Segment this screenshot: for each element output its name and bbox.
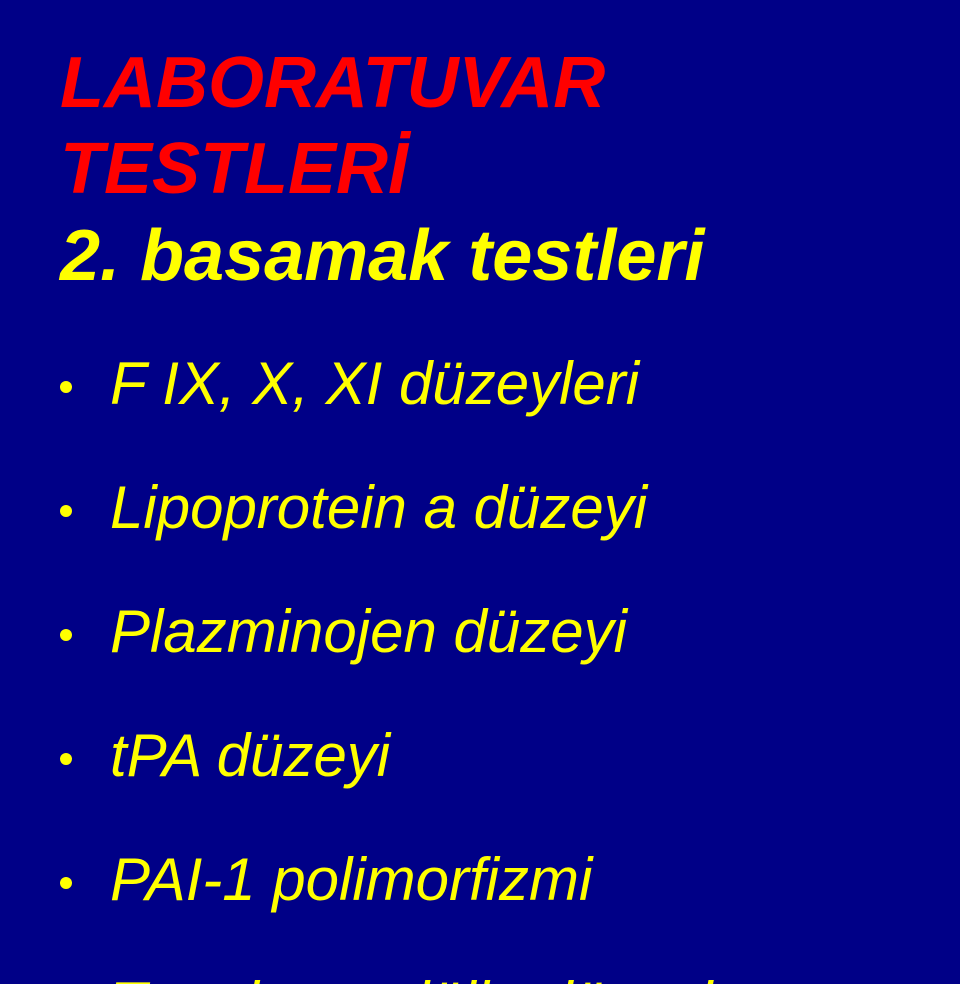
list-item-text: F IX, X, XI düzeyleri	[110, 350, 639, 417]
list-item-text: tPA düzeyi	[110, 722, 390, 789]
slide-title-line2: 2. basamak testleri	[60, 213, 920, 299]
list-item-text: Plazminojen düzeyi	[110, 598, 627, 665]
slide: LABORATUVAR TESTLERİ 2. basamak testleri…	[0, 0, 960, 984]
list-item: tPA düzeyi	[60, 721, 920, 790]
list-item: Trombomodülin düzeyi	[60, 969, 920, 984]
list-item-text: Trombomodülin düzeyi	[110, 970, 713, 984]
slide-title-line1: LABORATUVAR TESTLERİ	[60, 40, 920, 213]
list-item: Lipoprotein a düzeyi	[60, 473, 920, 542]
list-item-text: PAI-1 polimorfizmi	[110, 846, 592, 913]
list-item: F IX, X, XI düzeyleri	[60, 349, 920, 418]
slide-title: LABORATUVAR TESTLERİ 2. basamak testleri	[60, 40, 920, 299]
list-item: PAI-1 polimorfizmi	[60, 845, 920, 914]
list-item-text: Lipoprotein a düzeyi	[110, 474, 647, 541]
list-item: Plazminojen düzeyi	[60, 597, 920, 666]
bullet-list: F IX, X, XI düzeyleri Lipoprotein a düze…	[60, 349, 920, 984]
